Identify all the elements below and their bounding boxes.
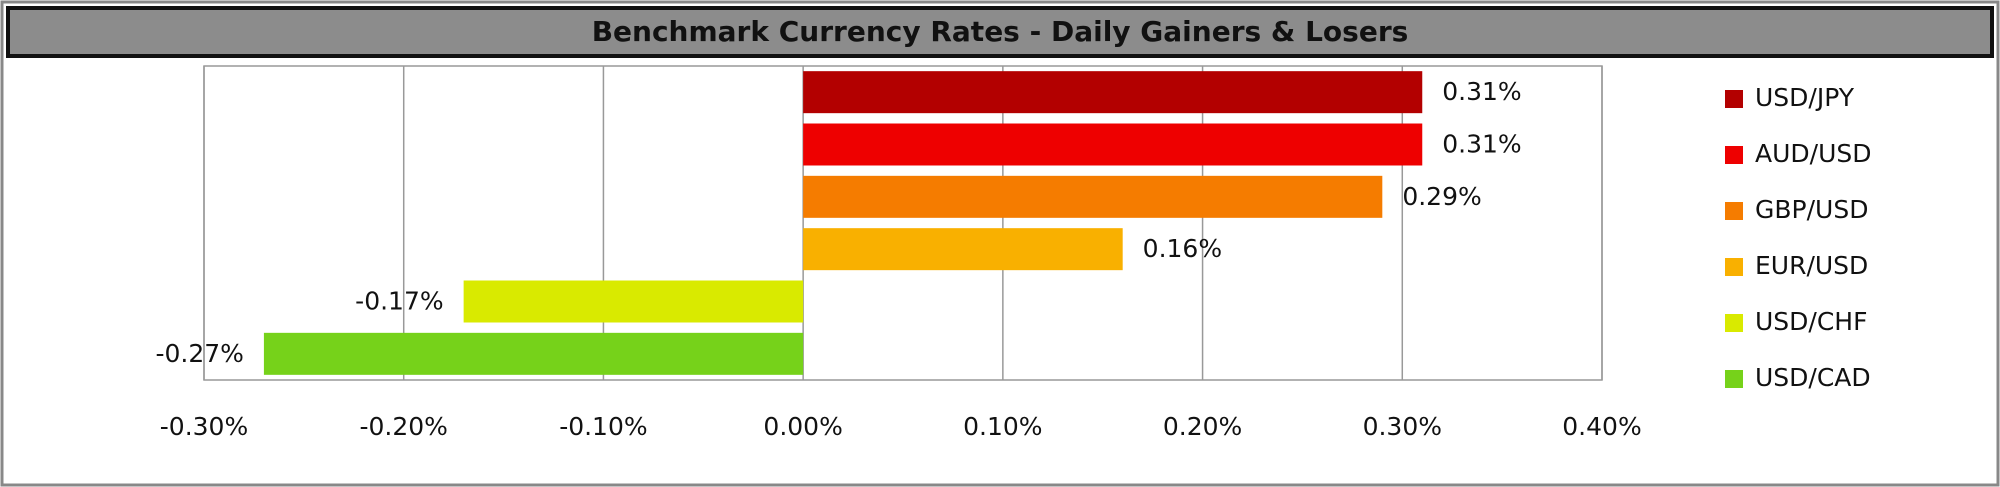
legend-label: EUR/USD [1755,251,1868,280]
x-tick-label: -0.10% [559,412,647,441]
x-tick-label: 0.30% [1363,412,1442,441]
x-tick-label: -0.20% [359,412,447,441]
bar [803,71,1423,114]
title-bar [6,6,1994,58]
x-tick-label: -0.30% [160,412,248,441]
legend-label: USD/CAD [1755,363,1871,392]
plot-area [203,65,1603,381]
legend-swatch [1725,146,1743,164]
legend-label: AUD/USD [1755,139,1872,168]
x-tick-label: 0.20% [1163,412,1242,441]
legend-swatch [1725,370,1743,388]
legend-label: USD/JPY [1755,83,1855,112]
value-label: 0.31% [1442,130,1521,159]
bar [803,123,1423,166]
value-label: 0.31% [1442,77,1521,106]
legend-swatch [1725,314,1743,332]
bar [803,175,1383,218]
legend-label: GBP/USD [1755,195,1868,224]
legend-swatch [1725,258,1743,276]
x-tick-label: 0.10% [963,412,1042,441]
value-label: -0.27% [155,339,243,368]
value-label: 0.16% [1143,234,1222,263]
bar [803,228,1123,271]
x-tick-label: 0.00% [763,412,842,441]
legend-swatch [1725,90,1743,108]
x-tick-label: 0.40% [1562,412,1641,441]
legend-label: USD/CHF [1755,307,1867,336]
legend-swatch [1725,202,1743,220]
value-label: 0.29% [1402,182,1481,211]
bar [463,280,804,323]
chart-title: Benchmark Currency Rates - Daily Gainers… [592,15,1409,48]
value-label: -0.17% [355,287,443,316]
bar [263,332,804,375]
